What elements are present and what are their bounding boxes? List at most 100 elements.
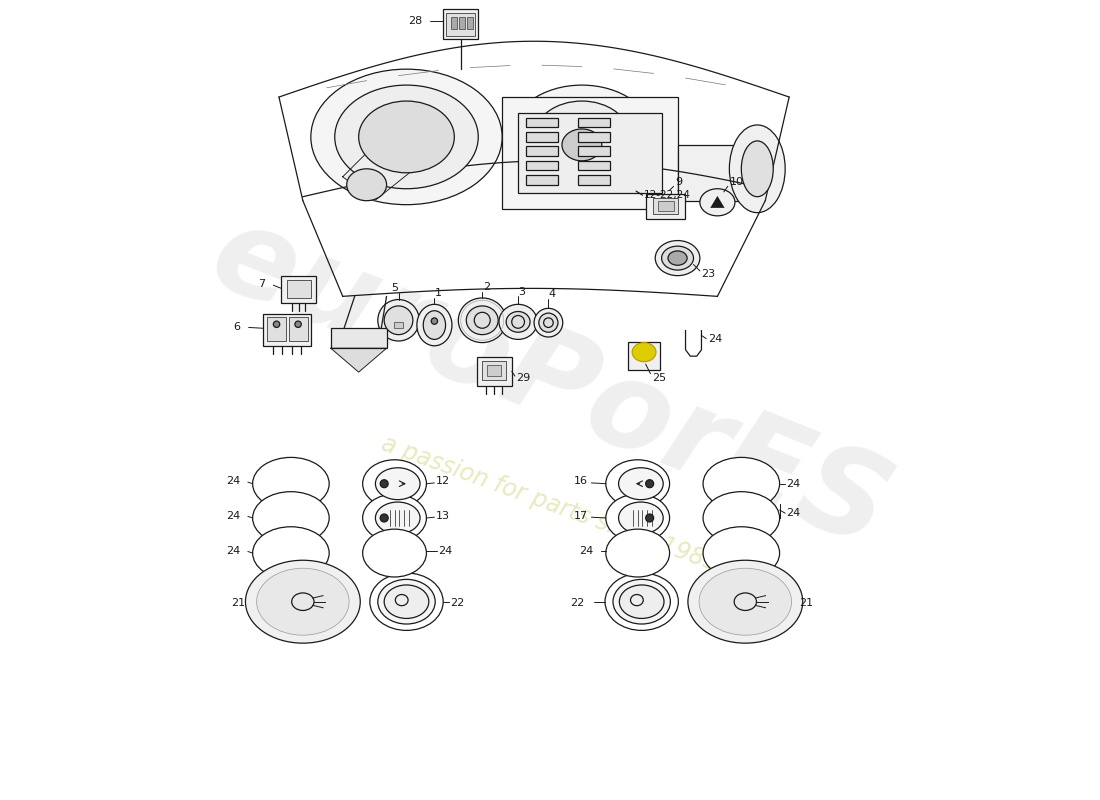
Ellipse shape [253,526,329,579]
Ellipse shape [384,306,412,334]
Ellipse shape [377,299,419,341]
Text: 4: 4 [549,289,556,299]
Ellipse shape [459,298,506,342]
Ellipse shape [741,141,773,197]
Ellipse shape [700,189,735,216]
Ellipse shape [618,502,663,534]
Ellipse shape [375,468,420,500]
Ellipse shape [346,169,386,201]
Ellipse shape [688,560,803,643]
Bar [526,118,558,127]
Ellipse shape [729,125,785,213]
Bar [578,161,609,170]
Ellipse shape [619,585,664,618]
Bar [526,132,558,142]
Text: 17: 17 [574,510,589,521]
Bar [628,342,660,370]
Bar [263,314,311,346]
Ellipse shape [535,308,563,337]
Bar [394,322,404,328]
Text: 9: 9 [675,178,682,187]
Ellipse shape [375,502,420,534]
Text: 24: 24 [439,546,452,557]
Ellipse shape [613,579,670,624]
Ellipse shape [370,573,443,630]
Bar [267,317,286,341]
Text: 24: 24 [227,510,241,521]
Ellipse shape [656,241,700,276]
Text: 10: 10 [729,178,744,187]
Text: 23: 23 [702,269,716,279]
Bar [678,145,749,201]
Text: 24: 24 [227,546,241,556]
Text: 29: 29 [517,373,531,382]
Ellipse shape [618,468,663,500]
Ellipse shape [424,310,446,339]
Bar [288,317,308,341]
Bar [647,194,684,219]
Bar [578,146,609,156]
Ellipse shape [431,318,438,324]
Ellipse shape [510,85,653,189]
Text: 13: 13 [436,510,450,521]
Ellipse shape [363,529,427,577]
Text: 28: 28 [408,16,422,26]
Ellipse shape [701,569,790,634]
Polygon shape [331,348,386,372]
Bar [447,14,475,36]
Text: 16: 16 [574,476,589,486]
Ellipse shape [646,514,653,522]
Ellipse shape [334,85,478,189]
Bar [503,97,678,209]
Ellipse shape [417,304,452,346]
Bar [578,118,609,127]
Ellipse shape [499,304,537,339]
Bar [652,198,679,214]
Bar [482,361,506,380]
Bar [658,202,673,211]
Ellipse shape [363,494,427,542]
Ellipse shape [256,568,349,635]
Ellipse shape [605,573,679,630]
Bar [459,18,464,30]
Text: 22: 22 [450,598,464,608]
Bar [526,146,558,156]
Ellipse shape [668,251,688,266]
Ellipse shape [466,306,498,334]
Bar [487,365,502,376]
Ellipse shape [562,129,602,161]
Bar [526,175,558,185]
Ellipse shape [245,560,361,643]
Bar [518,113,661,193]
Ellipse shape [311,69,503,205]
Ellipse shape [295,321,301,327]
Ellipse shape [377,579,436,624]
Ellipse shape [703,458,780,510]
Text: 22: 22 [570,598,584,608]
Ellipse shape [381,514,388,522]
Bar [578,175,609,185]
Text: 6: 6 [233,322,241,332]
Ellipse shape [646,480,653,488]
Bar [476,357,512,386]
Text: 24: 24 [227,476,241,486]
Bar [526,161,558,170]
Text: 12-22,24: 12-22,24 [645,190,691,200]
Ellipse shape [506,311,530,332]
Bar [451,18,456,30]
Ellipse shape [606,460,670,508]
Text: 3: 3 [518,286,526,297]
Ellipse shape [700,568,792,635]
Ellipse shape [632,342,656,362]
Ellipse shape [703,492,780,544]
Text: 24: 24 [580,546,594,557]
Ellipse shape [274,321,279,327]
Bar [578,132,609,142]
Text: a passion for parts since 1985: a passion for parts since 1985 [378,431,722,576]
Ellipse shape [661,246,693,270]
Ellipse shape [535,101,629,173]
Ellipse shape [253,492,329,544]
Text: 24: 24 [786,508,800,518]
Ellipse shape [606,494,670,542]
Bar [282,276,317,302]
